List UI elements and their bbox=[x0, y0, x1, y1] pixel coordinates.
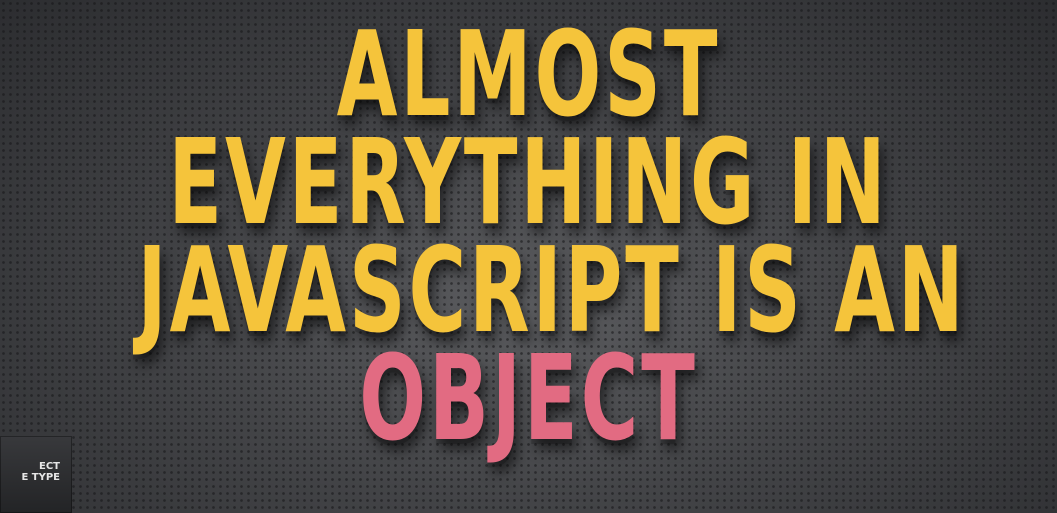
headline-line-2: EVERYTHING IN bbox=[168, 113, 889, 251]
thumbnail-card[interactable]: ECT E TYPE bbox=[0, 436, 72, 513]
thumbnail-line-2: E TYPE bbox=[21, 472, 60, 483]
headline-line-3: JAVASCRIPT IS AN bbox=[137, 221, 967, 359]
headline-line-1: ALMOST bbox=[336, 5, 721, 143]
thumbnail-line-1: ECT bbox=[39, 461, 60, 472]
headline-line-4-accent: OBJECT bbox=[359, 329, 698, 467]
thumbnail-caption: ECT E TYPE bbox=[0, 461, 60, 483]
headline: ALMOST EVERYTHING IN JAVASCRIPT IS AN OB… bbox=[0, 5, 1057, 467]
